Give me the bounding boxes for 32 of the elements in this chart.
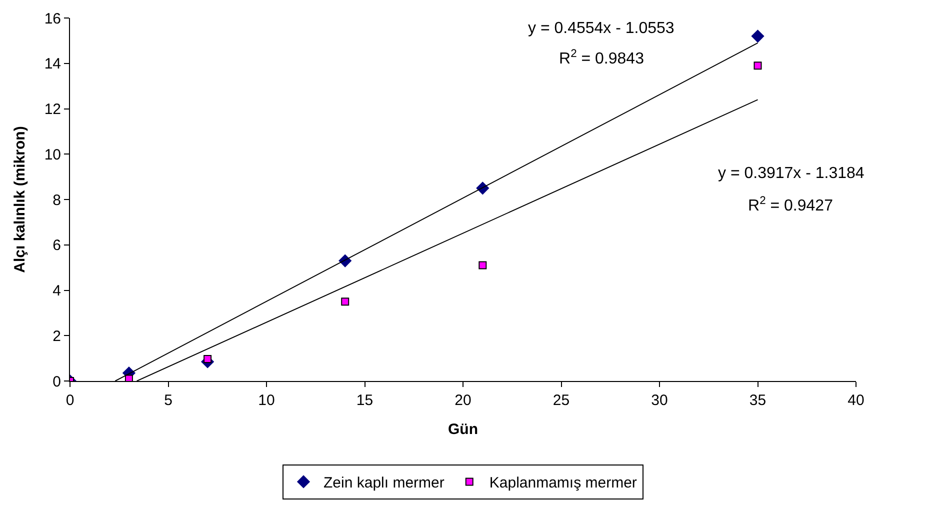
y-tick-label: 8 [52,192,61,209]
point [204,354,212,363]
legend-label: Zein kaplı mermer [324,474,444,492]
x-tick-label: 0 [66,392,74,409]
x-tick-label: 5 [164,392,172,409]
annotation: y = 0.4554x - 1.0553 [528,20,674,37]
x-tick-label: 40 [848,392,864,409]
y-tick-label: 2 [52,328,61,345]
y-tick-label: 14 [44,56,61,73]
annotation: R$^{2}$ = 0.9843 [559,48,644,68]
point [478,261,487,270]
annotation: R$^{2}$ = 0.9427 [748,195,834,215]
y-tick-label: 0 [52,373,61,390]
x-tick-label: 30 [651,392,668,409]
annotation: y = 0.3917x - 1.3184 [718,165,864,182]
x-axis-title: Gün [448,421,478,438]
y-tick-label: 10 [44,146,61,164]
point [341,298,350,306]
y-tick-label: 6 [52,237,61,254]
legend-label: Kaplanmamış mermer [489,474,637,492]
x-tick-label: 25 [552,392,570,409]
x-tick-label: 15 [356,392,374,409]
y-axis-title: Alçı kalınlık (mikron) [12,126,29,273]
point [124,374,133,381]
x-tick-label: 20 [454,392,472,409]
point [751,30,764,42]
x-tick-label: 10 [258,392,275,409]
y-tick-label: 16 [44,10,61,28]
y-tick-label: 12 [44,101,61,118]
y-tick-label: 4 [52,282,61,300]
x-tick-label: 35 [749,392,766,409]
point [754,62,762,70]
